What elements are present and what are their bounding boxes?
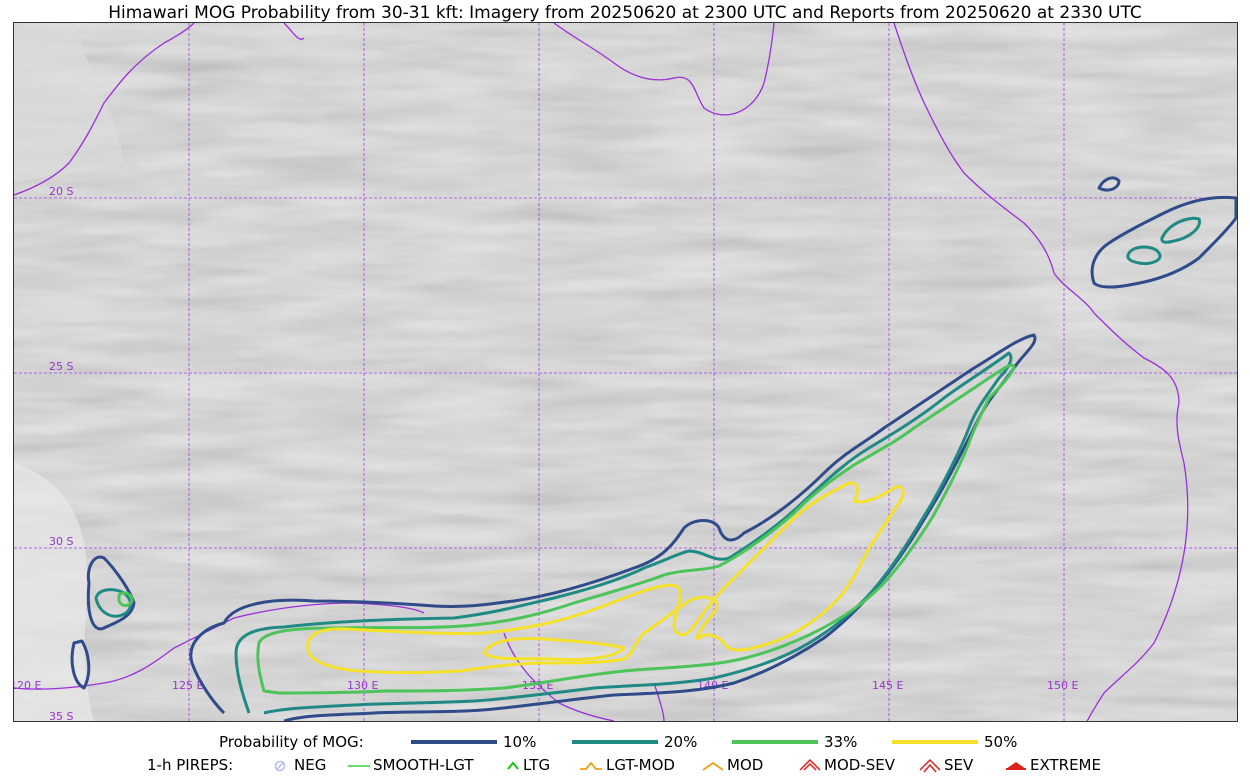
contour-50-main [306, 481, 905, 674]
pirep-mod: MOD [701, 756, 763, 774]
pirep-neg: NEG [272, 756, 326, 774]
pirep-mod-sev-label: MOD-SEV [824, 756, 895, 774]
prob-20-swatch [572, 740, 658, 744]
extreme-icon [1006, 762, 1026, 770]
pirep-mod-label: MOD [727, 756, 764, 774]
prob-33-swatch [732, 740, 818, 744]
contour-50-inner [482, 637, 626, 662]
pirep-legend-title: 1-h PIREPS: [147, 756, 234, 774]
prob-legend-50: 50% [892, 733, 1017, 751]
prob-33-label: 33% [824, 733, 858, 751]
lat-label-25s: 25 S [49, 360, 73, 373]
lon-label-150e: 150 E [1047, 679, 1078, 692]
lon-label-120e: 120 E [14, 679, 41, 692]
lgt-mod-icon [580, 761, 602, 770]
contour-20-main [234, 351, 1013, 715]
satellite-map: 20 S 25 S 30 S 35 S 120 E 125 E 130 E 13… [13, 22, 1238, 722]
prob-50-label: 50% [984, 733, 1018, 751]
bright-cloud-region [14, 463, 94, 721]
pirep-extreme-label: EXTREME [1030, 756, 1101, 774]
lat-label-30s: 30 S [49, 535, 73, 548]
probability-legend: Probability of MOG: 10% 20% 33% 50% [0, 733, 1250, 753]
lon-label-130e: 130 E [347, 679, 378, 692]
prob-20-label: 20% [664, 733, 698, 751]
neg-icon [274, 760, 286, 772]
prob-10-swatch [411, 740, 497, 744]
bright-cloud-region-nw [14, 23, 124, 183]
lon-label-145e: 145 E [872, 679, 903, 692]
pirep-sev: SEV [918, 756, 973, 774]
sev-icon [919, 758, 941, 773]
prob-legend-33: 33% [732, 733, 857, 751]
pirep-mod-sev: MOD-SEV [798, 756, 895, 774]
smooth-lgt-icon [348, 765, 370, 767]
contour-10-sw-b [70, 639, 91, 690]
pirep-lgt-mod: LGT-MOD [578, 756, 675, 774]
coastline [14, 23, 1189, 721]
map-title: Himawari MOG Probability from 30-31 kft:… [108, 3, 1142, 23]
pirep-ltg: LTG [505, 756, 550, 774]
contour-10-ne-small [1097, 176, 1121, 192]
graticule [14, 23, 1237, 721]
cloud-texture [14, 23, 1237, 721]
pirep-lgt-mod-label: LGT-MOD [606, 756, 675, 774]
pirep-legend: 1-h PIREPS: NEG SMOOTH-LGT LTG LGT-MOD M… [0, 756, 1250, 776]
lon-label-125e: 125 E [172, 679, 203, 692]
contour-20-sw [94, 588, 132, 618]
prob-legend-10: 10% [411, 733, 536, 751]
prob-legend-title: Probability of MOG: [219, 733, 364, 751]
contour-10-ne [1090, 195, 1237, 289]
contour-20-ne-a [1126, 245, 1162, 265]
contour-10-sw [86, 555, 136, 631]
prob-legend-20: 20% [572, 733, 697, 751]
mod-icon [702, 761, 724, 771]
ltg-icon [507, 761, 519, 770]
prob-50-swatch [892, 740, 978, 744]
contour-10-main [189, 333, 1037, 721]
prob-10-label: 10% [503, 733, 537, 751]
lat-label-20s: 20 S [49, 185, 73, 198]
mod-sev-icon [799, 758, 821, 771]
lat-label-35s: 35 S [49, 710, 73, 721]
pirep-smooth-lgt-label: SMOOTH-LGT [373, 756, 474, 774]
pirep-ltg-label: LTG [523, 756, 551, 774]
pirep-neg-label: NEG [294, 756, 327, 774]
pirep-smooth-lgt: SMOOTH-LGT [347, 756, 474, 774]
contour-33-main [256, 363, 1016, 695]
pirep-extreme: EXTREME [1004, 756, 1101, 774]
contour-20-ne-b [1160, 216, 1201, 244]
contour-33-sw [117, 591, 134, 607]
pirep-sev-label: SEV [944, 756, 974, 774]
